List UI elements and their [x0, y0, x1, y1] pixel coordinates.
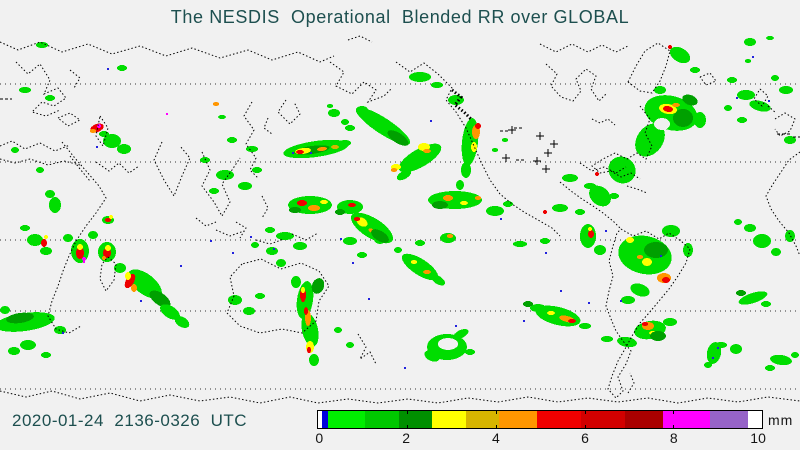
coastline-borneo: [235, 221, 247, 239]
colorbar-tick-label: 10: [750, 430, 766, 446]
coastline-mediterranean-north: [0, 140, 71, 152]
coastline-china-coast: [243, 101, 259, 179]
colorbar-segment: [318, 411, 322, 428]
colorbar-segment: [399, 411, 432, 428]
coastline-red-sea: [69, 155, 91, 182]
colorbar-segment: [625, 411, 663, 428]
coastline-africa-east-coast: [47, 141, 107, 334]
coastline-north-america-east: [591, 105, 653, 180]
colorbar-segment: [432, 411, 466, 428]
colorbar-segment: [365, 411, 399, 428]
coastline-indonesia-lesser: [255, 238, 285, 245]
map-title: The NESDIS Operational Blended RR over G…: [170, 7, 630, 27]
coastline-antarctica: [0, 390, 800, 404]
colorbar-tick-labels: 0 2 4 6 8 10: [315, 430, 766, 446]
colorbar-tick-mark: [496, 411, 498, 414]
colorbar-segment: [499, 411, 537, 428]
colorbar-segment: [710, 411, 748, 428]
colorbar-tick-mark: [406, 411, 408, 414]
colorbar-segment: [663, 411, 710, 428]
coastline-north-america-west: [395, 61, 561, 237]
colorbar-segment: [466, 411, 499, 428]
colorbar-tick-mark: [584, 411, 586, 414]
colorbar-tick-mark: [673, 411, 675, 414]
coastline-alaska-bc-dense: [451, 88, 473, 121]
coastline-philippines: [261, 195, 269, 219]
coastline-sumatra-malaya: [195, 217, 217, 227]
coastline-africa-west-coast: [765, 151, 800, 257]
coastline-hudson-bay: [545, 63, 608, 102]
coastline-svalbard: [347, 35, 373, 43]
colorbar-segment: [581, 411, 625, 428]
coastline-caspian-sea: [95, 115, 109, 148]
coastline-iceland: [699, 72, 717, 86]
coastline-greenland: [627, 42, 671, 94]
coastline-black-sea: [57, 112, 81, 127]
coastline-madagascar: [99, 256, 117, 292]
coastline-british-isles: [753, 88, 769, 107]
coastlines-group: [0, 35, 800, 404]
coastline-white-sea: [69, 69, 81, 89]
colorbar-tick-mark: [496, 425, 498, 428]
colorbar-segment: [328, 411, 365, 428]
coastline-arctic-canada: [539, 43, 629, 53]
colorbar-tick-label: 2: [402, 430, 411, 446]
colorbar-segment: [748, 411, 762, 428]
colorbar-tick-label: 4: [491, 430, 500, 446]
gridlines-group: [0, 83, 800, 390]
colorbar-tick-mark: [406, 425, 408, 428]
colorbar-tick-mark: [673, 425, 675, 428]
coastline-korea: [263, 117, 273, 135]
timestamp-label: 2020-01-24 2136-0326 UTC: [12, 411, 248, 430]
colorbar-segment: [537, 411, 581, 428]
coastline-new-guinea: [291, 232, 319, 241]
colorbar-tick-mark: [584, 425, 586, 428]
coastline-great-lakes: [591, 118, 616, 126]
coastline-arabia: [95, 161, 140, 174]
coastline-indonesia-java: [215, 229, 245, 237]
coastline-mexico-central-america: [559, 181, 622, 230]
colorbar-segment: [322, 411, 328, 428]
coastline-new-zealand: [357, 333, 377, 365]
colorbar-tick-label: 8: [669, 430, 678, 446]
colorbar-tick-label: 6: [581, 430, 589, 446]
colorbar-tick-label: 0: [315, 430, 324, 446]
coastline-france-coast: [767, 105, 777, 114]
coastline-kamchatka-okhotsk: [329, 61, 393, 104]
coastline-india: [153, 141, 191, 198]
coastline-antarctic-peninsula: [627, 372, 635, 394]
coastline-scandinavia: [15, 61, 67, 117]
precipitation-group: [0, 36, 799, 371]
coastline-iberia: [774, 112, 796, 137]
coastline-japan: [277, 99, 301, 125]
map-marks-group: [0, 98, 800, 173]
coastline-arctic-russia: [0, 41, 335, 63]
coastline-mediterranean-south: [0, 158, 81, 166]
coastline-caribbean-islands: [626, 185, 648, 194]
colorbar-unit-label: mm: [768, 412, 794, 428]
colorbar: [317, 410, 763, 429]
coastline-gulf-of-mexico: [579, 162, 627, 174]
